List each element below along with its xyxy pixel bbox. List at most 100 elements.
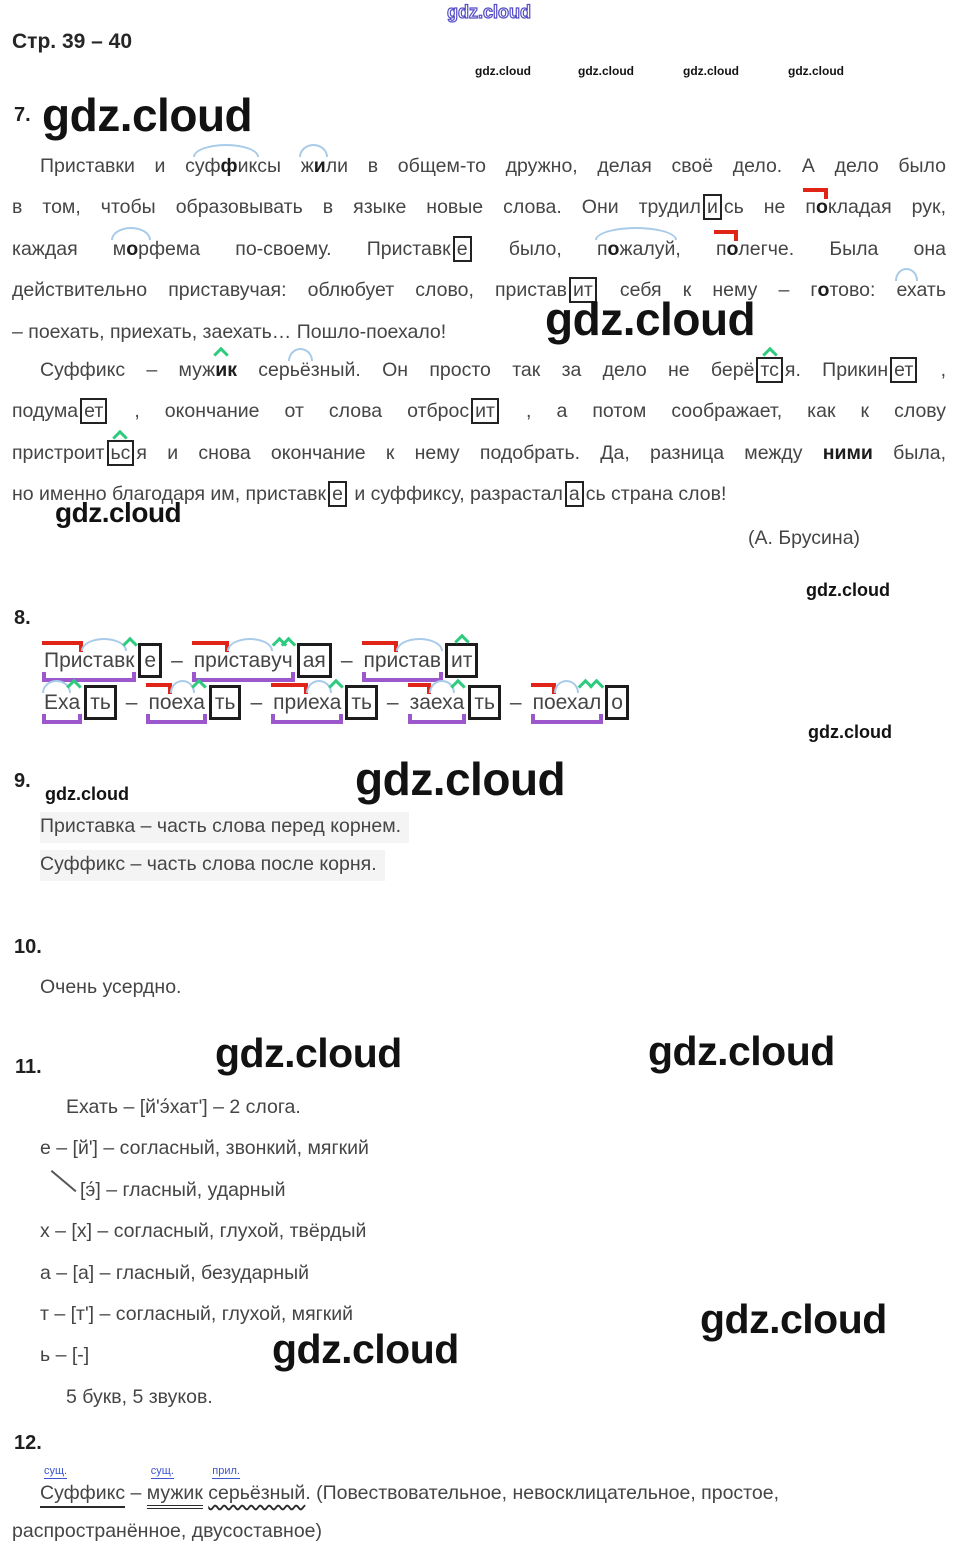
text-segment: каждая [12, 237, 113, 260]
paragraph-line: Суффикс – мужик серьёзный. Он просто так… [12, 350, 946, 391]
prefix-mark: по [805, 196, 827, 218]
suffix-mark: и [215, 359, 227, 381]
paragraph-line: пристроит ьс я и снова окончание к нему по… [12, 433, 946, 474]
text-segment: ли в общем-то дружно, делая своё дело. А… [325, 155, 947, 177]
root-arc-mark: пожалуй [597, 238, 675, 260]
suffix-mark: уч [271, 649, 293, 672]
text-segment: сы [257, 155, 301, 177]
watermark: gdz.cloud [55, 497, 182, 528]
text-segment: жалуй [619, 237, 676, 260]
analyzed-word: поехал о [530, 685, 629, 724]
text-segment: себя к нему – г [598, 279, 818, 302]
text-segment: Приставки и с [40, 155, 195, 177]
underlined-word: Суффикс [40, 1482, 126, 1508]
watermark: gdz.cloud [700, 1296, 887, 1342]
prefix-mark: при [193, 649, 229, 672]
text-segment: , окончание от слова отброс [109, 400, 470, 423]
page-label: Стр. 39 – 40 [12, 30, 133, 53]
text-segment: , а потом соображает, как к слову [500, 400, 946, 423]
root-arc-mark: став [228, 649, 272, 672]
prefix-mark: по [148, 691, 172, 714]
root-arc-mark: став [82, 649, 126, 672]
prefix-mark: по [532, 691, 556, 714]
suffix-mark: а [452, 691, 465, 714]
ending-box: е [452, 235, 472, 262]
sentence-word: сущ. мужик [146, 1466, 203, 1509]
definition-suffix: Суффикс – часть слова после корня. [40, 850, 385, 881]
text-segment: , [675, 237, 716, 260]
watermark: gdz.cloud [215, 1030, 402, 1076]
text-segment: ать [916, 279, 946, 302]
suffix-mark: а [193, 691, 205, 714]
phonetic-line: ь – [-] [40, 1344, 90, 1367]
word-base-bracket: поехал [530, 690, 604, 724]
separator-dash: – [125, 691, 138, 714]
sentence-analysis-line-2: распространённое, двусоставное) [12, 1520, 323, 1542]
paragraph-line: – поехать, приехать, заехать… Пошло-поех… [12, 312, 946, 353]
phonetic-line: е – [й'] – согласный, звонкий, мягкий [40, 1137, 369, 1160]
suffix-mark: ал [577, 691, 602, 714]
text-segment: тово: [829, 279, 897, 302]
watermark: gdz.cloud [806, 580, 890, 600]
phonetic-analysis: Ехать – [й'э́хат'] – 2 слога. е – [й'] – … [40, 1087, 600, 1418]
text-segment: – поехать, приехать, заехать… Пошло-поех… [12, 320, 447, 343]
suffix-mark: а [68, 691, 81, 714]
ending-box: ть [468, 685, 501, 720]
watermark: gdz.cloud [545, 293, 756, 345]
root-arc-mark: став [398, 649, 441, 672]
text-segment: пристроит [12, 441, 105, 464]
text-segment: подума [12, 400, 79, 423]
text-segment: , [919, 359, 946, 381]
word-base-bracket: Приставк [42, 648, 137, 682]
watermark: gdz.cloud [648, 1028, 835, 1074]
word-chain-row-1: Приставк е – приставуч ая – пристав ит [40, 634, 480, 682]
phonetic-line: а – [а] – гласный, безударный [40, 1261, 309, 1284]
word-base-bracket: заеха [407, 690, 467, 724]
emphasized-letter: ними [822, 441, 873, 464]
root-arc-mark: мор [113, 238, 149, 260]
watermark: gdz.cloud [446, 1, 531, 22]
separator-dash: – [250, 691, 263, 714]
phonetic-line: Ехать – [й'э́хат'] – 2 слога. [66, 1096, 301, 1118]
root-arc-mark: ьё [289, 359, 311, 381]
text-segment: п [805, 196, 816, 219]
suffix-mark: к [125, 649, 135, 672]
text-segment: п [715, 237, 727, 260]
part-of-speech-label: прил. [212, 1465, 240, 1479]
exercise-10-number: 10. [14, 936, 42, 958]
ending-box: ая [296, 643, 332, 678]
phonetic-line: 5 букв, 5 звуков. [66, 1385, 213, 1408]
paragraph-line: Приставки и суффиксы жили в общем-то дру… [12, 146, 946, 187]
paragraph-line: подума ет , окончание от слова отброс ит ,… [12, 391, 946, 432]
ending-box: ет [890, 357, 918, 383]
emphasized-letter: о [726, 237, 739, 260]
separator-dash: – [386, 691, 399, 714]
ending-box: ьс [106, 439, 135, 466]
exercise-11-number: 11. [15, 1056, 42, 1078]
analyzed-word: поеха ть [146, 685, 242, 724]
phonetic-line: х – [х] – согласный, глухой, твёрдый [40, 1220, 367, 1243]
emphasized-letter: к [227, 359, 237, 381]
text-segment: ж [300, 155, 314, 177]
text-segment: кладая рук, [827, 196, 947, 219]
text-segment: но именно благодаря им, приставк [12, 483, 327, 506]
root-arc-mark: ех [430, 691, 453, 714]
ending-box: ит [471, 398, 499, 425]
paragraph-line: в том, чтобы образовывать в языке новые … [12, 187, 946, 228]
text-segment: сь страна слов! [585, 483, 727, 506]
word-base-bracket: поеха [146, 690, 208, 724]
analyzed-word: приставуч ая [191, 643, 332, 682]
ending-box: ит [445, 643, 479, 678]
text-segment: действительно приставучая: облюбует слов… [12, 279, 567, 302]
exercise-7-number: 7. [14, 104, 31, 126]
text-segment: легче. Была она [738, 237, 946, 260]
word-base-bracket: приеха [271, 690, 344, 724]
prefix-mark: При [44, 649, 83, 672]
sentence-analysis: сущ. Суффикс – сущ. мужик прил. серьёзный. … [12, 1466, 958, 1509]
phonetic-line: [э́] – гласный, ударный [40, 1170, 600, 1211]
emphasized-letter: о [817, 279, 830, 302]
definition-prefix: Приставка – часть слова перед корнем. [40, 812, 410, 843]
analyzed-word: заеха ть [407, 685, 501, 724]
watermark: gdz.cloud [788, 64, 844, 78]
underlined-word: мужик [146, 1482, 203, 1509]
